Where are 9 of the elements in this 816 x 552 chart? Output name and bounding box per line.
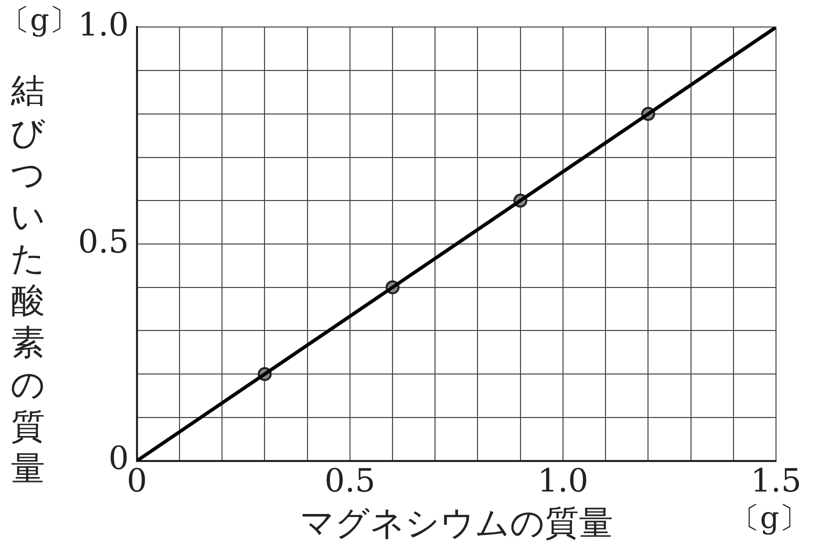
x-tick-label: 1.0 xyxy=(538,461,588,500)
y-tick-label: 1.0 xyxy=(78,6,129,44)
text: 〔g〕 xyxy=(730,500,810,538)
x-tick-label: 0.5 xyxy=(324,461,376,500)
text: 結びついた酸素の質量 xyxy=(10,71,46,489)
y-tick-label: 0.5 xyxy=(78,222,129,260)
x-tick-label: 1.5 xyxy=(750,461,802,500)
text: 〔g〕 xyxy=(0,2,80,40)
x-axis-title: マグネシウムの質量 xyxy=(300,503,613,544)
